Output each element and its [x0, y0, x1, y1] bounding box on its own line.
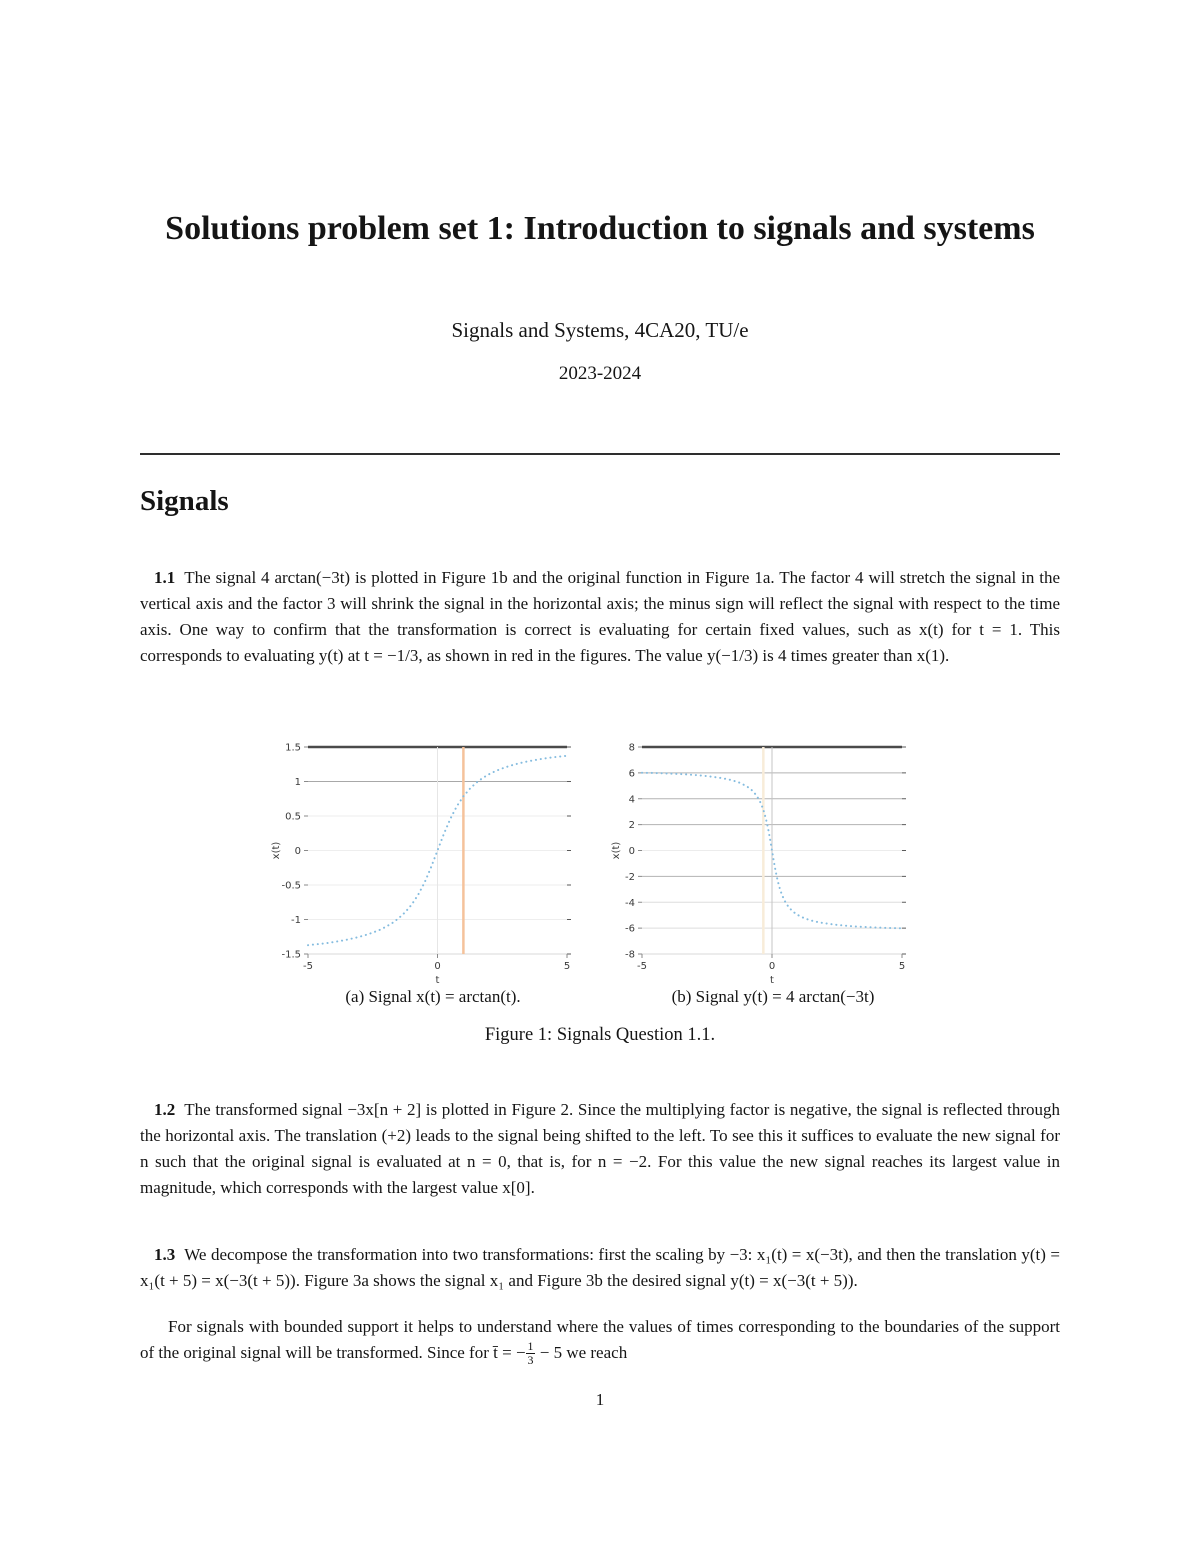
y-tick-label: 0 [629, 846, 635, 857]
y-axis-label: x(t) [271, 842, 282, 860]
y-tick-label: 8 [629, 743, 635, 754]
paragraph-1-2-label: 1.2 [154, 1100, 176, 1119]
y-tick-label: -8 [625, 950, 635, 961]
figure-1a-caption: (a) Signal x(t) = arctan(t). [345, 987, 521, 1006]
figure-1a-plot: 1.5 1 0.5 0 -0.5 -1 -1.5-5 0 5 t x(t) [271, 743, 571, 986]
paragraph-1-3-cont-post: − 5 we reach [535, 1343, 628, 1363]
page-title: Solutions problem set 1: Introduction to… [0, 206, 1200, 252]
course-subtitle: Signals and Systems, 4CA20, TU/e [451, 318, 749, 342]
paragraph-1-2-text: The transformed signal −3x[n + 2] is plo… [140, 1100, 1060, 1197]
y-tick-label: -1 [291, 915, 301, 926]
section-heading-signals: Signals [140, 485, 229, 517]
y-tick-label: -0.5 [281, 881, 301, 892]
y-tick-label: 0.5 [285, 812, 301, 823]
paragraph-1-1: 1.1 The signal 4 arctan(−3t) is plotted i… [140, 565, 1060, 669]
paragraph-1-2: 1.2 The transformed signal −3x[n + 2] is … [140, 1097, 1060, 1201]
figure-1b-plot: 8 6 4 2 0 -2 -4 -6 -8-5 0 5 t x(t) [611, 743, 906, 986]
x-tick-label: 5 [564, 961, 570, 972]
x-tick-label: -5 [637, 961, 647, 972]
y-tick-label: 6 [629, 768, 635, 779]
y-tick-label: 0 [295, 846, 301, 857]
page-number: 1 [595, 1390, 605, 1409]
paragraph-1-3-text: We decompose the transformation into two… [140, 1245, 1060, 1290]
horizontal-divider [140, 453, 1060, 455]
x-tick-label: 0 [769, 961, 775, 972]
paragraph-1-3-cont-pre: For signals with bounded support it help… [140, 1317, 1060, 1363]
y-tick-label: 2 [629, 820, 635, 831]
y-tick-label: -1.5 [281, 950, 301, 961]
y-axis-label: x(t) [611, 842, 622, 860]
paragraph-1-3: 1.3 We decompose the transformation into … [140, 1242, 1060, 1294]
paragraph-1-3-label: 1.3 [154, 1245, 176, 1264]
paragraph-1-1-label: 1.1 [154, 568, 176, 587]
page-title-text: Solutions problem set 1: Introduction to… [165, 210, 1035, 247]
x-tick-label: 0 [434, 961, 440, 972]
y-tick-label: -2 [625, 872, 635, 883]
academic-year: 2023-2024 [558, 363, 642, 384]
x-tick-label: -5 [303, 961, 313, 972]
x-tick-label: 5 [899, 961, 905, 972]
y-tick-label: 1 [295, 777, 301, 788]
y-tick-label: 4 [629, 794, 635, 805]
paragraph-1-1-text: The signal 4 arctan(−3t) is plotted in F… [140, 568, 1060, 665]
y-tick-label: 1.5 [285, 743, 301, 754]
y-tick-label: -6 [625, 924, 635, 935]
fraction-denominator: 3 [527, 1353, 534, 1368]
y-tick-label: -4 [625, 898, 635, 909]
signal-curve [307, 754, 568, 947]
paragraph-1-3-continued: For signals with bounded support it help… [140, 1314, 1060, 1367]
signal-curve [641, 771, 903, 930]
fraction-numerator: 1 [525, 1339, 536, 1355]
x-axis-label: t [436, 975, 440, 986]
figure-1b-caption: (b) Signal y(t) = 4 arctan(−3t) [671, 987, 875, 1006]
figure-1-caption: Figure 1: Signals Question 1.1. [484, 1025, 716, 1045]
x-axis-label: t [770, 975, 774, 986]
